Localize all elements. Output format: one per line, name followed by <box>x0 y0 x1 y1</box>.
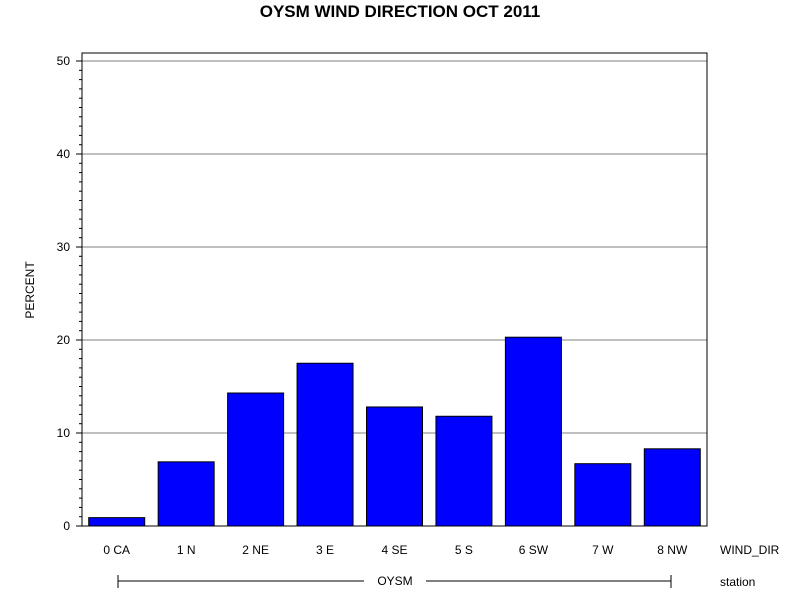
chart-title: OYSM WIND DIRECTION OCT 2011 <box>260 2 541 21</box>
y-tick-label: 10 <box>57 426 71 440</box>
x-tick-label: 5 S <box>455 543 473 557</box>
bar-5-s <box>435 415 493 527</box>
plot-frame <box>81 52 708 527</box>
y-axis: 0 10 20 30 40 50 <box>57 54 82 533</box>
station-label: station <box>720 575 755 589</box>
bars <box>88 336 701 527</box>
x-tick-label: 8 NW <box>657 543 688 557</box>
x-tick-label: 0 CA <box>103 543 130 557</box>
bar-0-ca <box>88 517 146 527</box>
x-tick-label: 7 W <box>592 543 614 557</box>
x-tick-label: 3 E <box>316 543 334 557</box>
bar-6-sw <box>504 336 562 527</box>
station-name: OYSM <box>377 574 412 588</box>
bar-7-w <box>574 463 632 527</box>
y-axis-label: PERCENT <box>23 261 37 319</box>
gridlines <box>82 60 707 434</box>
y-tick-label: 30 <box>57 240 71 254</box>
bar-4-se <box>366 406 423 527</box>
y-tick-label: 20 <box>57 333 71 347</box>
bar-3-e <box>296 362 354 527</box>
x-tick-label: 4 SE <box>381 543 407 557</box>
bar-1-n <box>157 461 215 527</box>
y-tick-label: 0 <box>63 519 70 533</box>
x-tick-label: 2 NE <box>242 543 269 557</box>
x-tick-label: 1 N <box>177 543 196 557</box>
station-group-row: OYSM station <box>117 574 755 589</box>
x-axis: 0 CA 1 N 2 NE 3 E 4 SE 5 S 6 SW 7 W 8 NW <box>103 543 688 557</box>
bar-2-ne <box>227 392 285 527</box>
bar-8-nw <box>643 448 701 527</box>
y-tick-label: 50 <box>57 54 71 68</box>
x-tick-label: 6 SW <box>519 543 549 557</box>
x-axis-label: WIND_DIR <box>720 543 780 557</box>
y-tick-label: 40 <box>57 147 71 161</box>
